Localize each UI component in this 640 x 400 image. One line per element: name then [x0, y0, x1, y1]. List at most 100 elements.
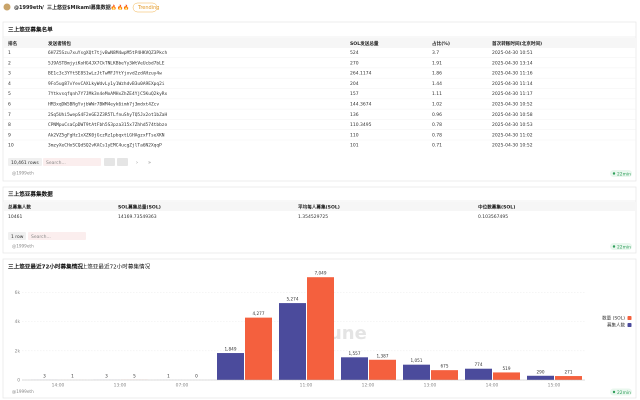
legend-label[interactable]: 募集人数	[607, 322, 625, 329]
search[interactable]: Search...	[31, 234, 51, 240]
cell: 524	[350, 50, 359, 56]
cell: 6H7Z5Szu7xuYsgXQt7tjvBwN8M4wpM5tP4HKVQZ3…	[48, 50, 167, 56]
user[interactable]: @1999eth	[14, 5, 43, 11]
cell: 144.3674	[350, 102, 372, 108]
cell: Ak2VZ5gFgHz1xXZK0jGczRz1pbqxtLGHAgzxFTse…	[48, 132, 165, 138]
page-next-icon[interactable]: ›	[136, 160, 138, 166]
x-tick-label: 14:00	[52, 383, 65, 389]
column-header: 总募集人数	[8, 203, 31, 210]
cell: 2025-04-30 11:02	[492, 132, 533, 138]
badge-text: Trending	[137, 5, 159, 11]
cell: 2025-04-30 10:51	[492, 50, 533, 56]
data-label: 1,849	[225, 347, 237, 352]
panel	[2, 186, 637, 254]
status-dot	[612, 390, 616, 394]
panel	[2, 21, 637, 182]
column-header: SOL发送总量	[350, 40, 379, 47]
cell: 2025-04-30 10:52	[492, 102, 533, 108]
bar	[555, 376, 582, 380]
separator: /	[42, 5, 44, 11]
column-header: 发送者钱包	[47, 40, 71, 47]
chart-subtitle: 三上悠亚最近72小时募集情况	[76, 263, 151, 271]
search-box[interactable]	[28, 232, 86, 240]
cell: 157	[350, 91, 359, 97]
page-prev[interactable]	[117, 158, 128, 166]
column-header: 首次转账时间(北京时间)	[492, 40, 542, 47]
data-label: 1,557	[349, 351, 361, 356]
data-label: 5	[133, 373, 136, 378]
cell: 2025-04-30 10:53	[492, 122, 533, 128]
credit[interactable]: @1999eth	[12, 389, 34, 394]
cell: 2	[8, 60, 11, 66]
age-badge	[610, 243, 632, 250]
x-tick-label: 13:00	[114, 383, 127, 389]
cell: 2025-04-30 10:58	[492, 112, 533, 118]
cell: 10461	[8, 214, 22, 220]
bar	[403, 364, 430, 380]
search[interactable]: Search...	[46, 160, 66, 166]
page-first[interactable]	[104, 158, 115, 166]
cell: 2025-04-30 11:16	[492, 71, 533, 77]
cell: 5J9ASTBmjyiKoHG4JX7CkTNLKBbeYy3WtVeUcbd7…	[48, 60, 165, 66]
table-title: 三上悠亚募集数据	[8, 190, 53, 198]
header-row	[3, 38, 636, 48]
dashboard-title: 三上悠亚$Mikami募集数据🔥🔥🔥	[47, 4, 129, 11]
row-count-box	[8, 232, 26, 240]
credit[interactable]: @1999eth	[12, 171, 34, 176]
cell: 5	[8, 91, 11, 97]
column-header: 平均每人募集(SOL)	[298, 203, 340, 210]
bar	[465, 368, 492, 380]
cell: HM3xqDW5BRgYvjbWWr7BWM4eyk6imh7j3mdxt4Zc…	[48, 102, 159, 108]
badge	[132, 2, 158, 13]
legend-swatch[interactable]	[627, 323, 632, 327]
cell: 1.86	[432, 71, 442, 77]
credit[interactable]: @1999eth	[12, 244, 34, 249]
bar	[369, 359, 396, 380]
data-label: 1,051	[411, 358, 423, 363]
search-box[interactable]	[43, 158, 101, 166]
age: 22min	[617, 244, 631, 250]
column-header: 占比(%)	[432, 40, 450, 47]
data-label: 3	[105, 373, 108, 378]
data-label: 519	[503, 366, 511, 371]
legend-label[interactable]: 数量 (SOL)	[602, 315, 625, 322]
data-label: 1,387	[377, 353, 389, 358]
data-label: 290	[537, 369, 545, 374]
legend-swatch[interactable]	[627, 316, 632, 320]
status-dot	[612, 245, 616, 248]
header-row	[3, 202, 636, 211]
age: 22min	[617, 390, 631, 396]
data-label: 3	[43, 373, 46, 378]
data-label: 0	[195, 374, 198, 379]
cell: 14169.73549363	[118, 214, 157, 220]
cell: 10	[8, 143, 14, 149]
cell: CPNMpuCsaCpDWT9tAtFbh5S3pza315x7Zhhd574t…	[48, 122, 167, 128]
cell: 3.7	[432, 50, 439, 56]
avatar	[3, 3, 11, 11]
cell: 1.02	[432, 102, 442, 108]
cell: 7Ytkvsqfqnh7Y7JMk3n4eMoAMHxZhZE4YjC5KuQ2…	[48, 91, 167, 97]
cell: 204	[350, 81, 359, 87]
y-tick-label: 4k	[15, 319, 21, 325]
cell: 0.96	[432, 112, 442, 118]
cell: BE1c3c3YYtSE8S1wLzJtTwMFJYtYjxvd2zdAHzuy…	[48, 71, 162, 77]
x-tick-label: 11:00	[300, 383, 313, 389]
bar	[217, 353, 244, 380]
bar	[493, 372, 520, 380]
bar	[431, 370, 458, 380]
page-last-icon[interactable]: »	[148, 160, 151, 166]
chart-title: 三上悠亚最近72小时募集情况	[8, 263, 83, 271]
cell: 264.1174	[350, 71, 372, 77]
cell: 0.78	[432, 132, 442, 138]
cell: 7	[8, 112, 11, 118]
cell: 110	[350, 132, 359, 138]
age-badge	[610, 388, 632, 396]
cell: 9Fo5ug87vYevCAXLkyWdvLy1y1WzhdvB3u0A9EXp…	[48, 81, 165, 87]
row-count: 1 row	[11, 234, 24, 240]
y-tick-label: 2k	[15, 348, 21, 354]
bar	[279, 303, 306, 380]
x-tick-label: 07:00	[176, 383, 189, 389]
data-label: 675	[441, 364, 449, 369]
bar	[527, 375, 554, 380]
